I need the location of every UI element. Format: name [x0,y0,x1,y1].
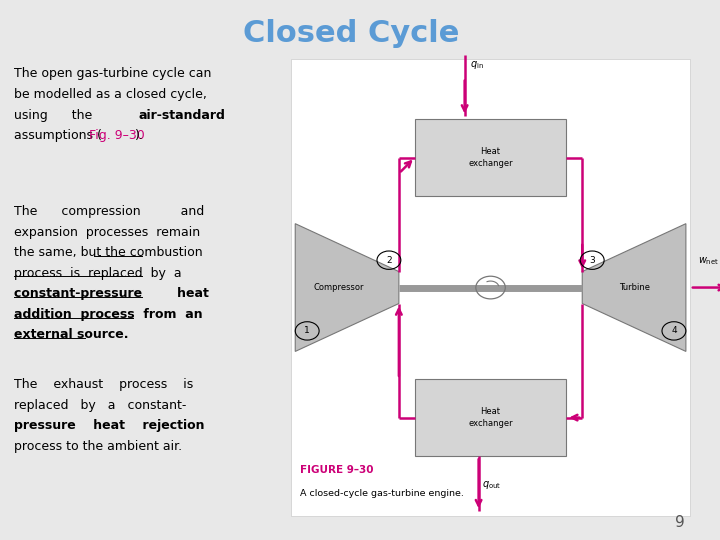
Text: process to the ambient air.: process to the ambient air. [14,440,182,453]
Text: ).: ). [135,129,144,142]
FancyBboxPatch shape [292,59,690,516]
Text: The    exhaust    process    is: The exhaust process is [14,378,193,391]
Text: The open gas-turbine cycle can: The open gas-turbine cycle can [14,68,212,80]
Text: Fig. 9–30: Fig. 9–30 [89,129,145,142]
Text: 9: 9 [675,515,684,530]
Text: 2: 2 [386,255,392,265]
Text: 1: 1 [305,326,310,335]
Text: 3: 3 [590,255,595,265]
Text: A closed-cycle gas-turbine engine.: A closed-cycle gas-turbine engine. [300,489,464,498]
Text: addition  process  from  an: addition process from an [14,308,202,321]
Text: The      compression          and: The compression and [14,205,204,218]
Text: Compressor: Compressor [314,283,364,292]
Text: Closed Cycle: Closed Cycle [243,19,459,48]
Text: FIGURE 9–30: FIGURE 9–30 [300,465,373,476]
Text: Heat
exchanger: Heat exchanger [468,147,513,168]
Text: Heat
exchanger: Heat exchanger [468,407,513,428]
FancyBboxPatch shape [415,379,567,456]
Text: be modelled as a closed cycle,: be modelled as a closed cycle, [14,88,207,101]
Text: $q_\mathrm{out}$: $q_\mathrm{out}$ [482,478,501,491]
Text: Turbine: Turbine [618,283,649,292]
Text: the same, but the combustion: the same, but the combustion [14,246,202,259]
Text: 4: 4 [671,326,677,335]
Text: pressure    heat    rejection: pressure heat rejection [14,419,204,432]
Text: process  is  replaced  by  a: process is replaced by a [14,267,181,280]
Text: $w_\mathrm{net}$: $w_\mathrm{net}$ [698,255,719,267]
Polygon shape [582,224,686,352]
Text: replaced   by   a   constant-: replaced by a constant- [14,399,186,411]
Text: using      the: using the [14,109,92,122]
Text: external source.: external source. [14,328,129,341]
FancyBboxPatch shape [415,119,567,197]
Text: assumptions (: assumptions ( [14,129,102,142]
Text: $q_\mathrm{in}$: $q_\mathrm{in}$ [469,59,483,71]
Text: air-standard: air-standard [139,109,226,122]
Polygon shape [295,224,399,352]
Text: constant-pressure        heat: constant-pressure heat [14,287,209,300]
Text: expansion  processes  remain: expansion processes remain [14,226,200,239]
